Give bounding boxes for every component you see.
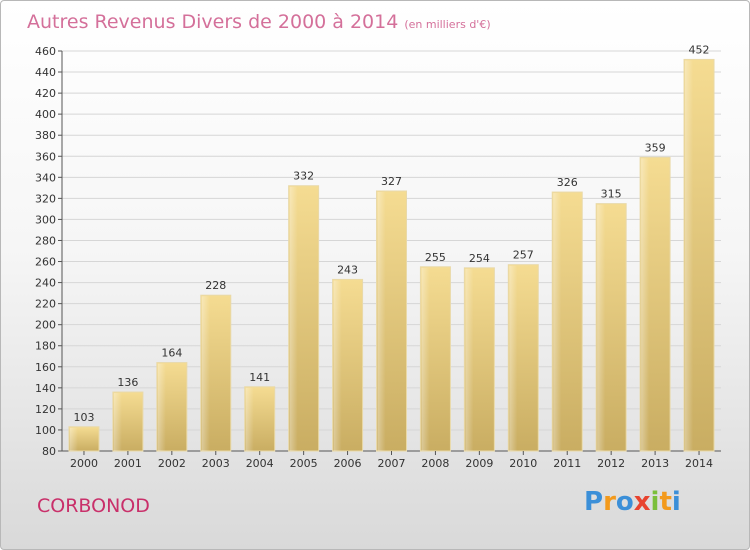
y-tick-label: 240 <box>35 277 56 290</box>
value-label-2007: 327 <box>381 175 402 188</box>
y-tick-label: 120 <box>35 403 56 416</box>
chart-title: Autres Revenus Divers de 2000 à 2014 (en … <box>27 11 491 33</box>
value-label-2010: 257 <box>513 249 534 262</box>
value-label-2012: 315 <box>601 188 622 201</box>
bar-highlight-2010 <box>509 265 518 451</box>
bar-highlight-2012 <box>597 204 606 451</box>
bar-highlight-2008 <box>421 267 430 451</box>
bar-highlight-2007 <box>377 192 386 451</box>
y-tick-label: 260 <box>35 256 56 269</box>
value-label-2011: 326 <box>557 176 578 189</box>
y-tick-label: 160 <box>35 361 56 374</box>
bar-highlight-2009 <box>465 268 474 451</box>
bar-highlight-2004 <box>245 387 254 451</box>
value-label-2006: 243 <box>337 263 358 276</box>
city-name: CORBONOD <box>37 495 150 517</box>
logo-letter: x <box>633 487 651 517</box>
y-tick-label: 280 <box>35 234 56 247</box>
value-label-2001: 136 <box>117 376 138 389</box>
y-tick-label: 140 <box>35 382 56 395</box>
y-tick-label: 220 <box>35 298 56 311</box>
bar-highlight-2011 <box>553 193 562 452</box>
logo-letter: r <box>603 487 616 517</box>
value-label-2003: 228 <box>205 279 226 292</box>
x-tick-label-2004: 2004 <box>246 457 274 470</box>
x-tick-label-2010: 2010 <box>509 457 537 470</box>
value-label-2008: 255 <box>425 251 446 264</box>
bar-highlight-2003 <box>201 296 210 451</box>
y-tick-label: 100 <box>35 424 56 437</box>
bar-highlight-2013 <box>641 158 650 451</box>
x-tick-label-2002: 2002 <box>158 457 186 470</box>
x-tick-label-2000: 2000 <box>70 457 98 470</box>
bar-highlight-2006 <box>333 280 342 451</box>
y-tick-label: 380 <box>35 129 56 142</box>
bar-highlight-2001 <box>113 393 122 451</box>
logo-letter: t <box>659 487 672 517</box>
chart-title-unit: (en milliers d'€) <box>404 18 491 31</box>
x-tick-label-2007: 2007 <box>378 457 406 470</box>
x-tick-label-2008: 2008 <box>421 457 449 470</box>
value-label-2000: 103 <box>73 411 94 424</box>
bar-highlight-2014 <box>685 60 694 451</box>
y-tick-label: 340 <box>35 171 56 184</box>
value-label-2013: 359 <box>645 141 666 154</box>
y-tick-label: 200 <box>35 319 56 332</box>
x-tick-label-2014: 2014 <box>685 457 713 470</box>
value-label-2014: 452 <box>689 43 710 56</box>
value-label-2009: 254 <box>469 252 490 265</box>
logo-letter: o <box>615 487 634 517</box>
x-tick-label-2009: 2009 <box>465 457 493 470</box>
y-tick-label: 300 <box>35 213 56 226</box>
bar-highlight-2005 <box>289 186 298 451</box>
value-label-2004: 141 <box>249 371 270 384</box>
logo-letter: P <box>584 487 604 517</box>
logo-letter: i <box>650 487 660 517</box>
x-tick-label-2005: 2005 <box>290 457 318 470</box>
x-tick-label-2003: 2003 <box>202 457 230 470</box>
y-tick-label: 400 <box>35 108 56 121</box>
value-label-2005: 332 <box>293 170 314 183</box>
y-tick-label: 460 <box>35 45 56 58</box>
y-tick-label: 180 <box>35 340 56 353</box>
y-tick-label: 320 <box>35 192 56 205</box>
x-tick-label-2001: 2001 <box>114 457 142 470</box>
x-tick-label-2011: 2011 <box>553 457 581 470</box>
proxiti-logo: Proxiti <box>584 487 681 517</box>
bar-highlight-2002 <box>157 363 166 451</box>
x-tick-label-2006: 2006 <box>334 457 362 470</box>
x-tick-label-2013: 2013 <box>641 457 669 470</box>
y-tick-label: 80 <box>42 445 56 458</box>
chart-title-main: Autres Revenus Divers de 2000 à 2014 <box>27 11 399 33</box>
y-tick-label: 420 <box>35 87 56 100</box>
y-tick-label: 440 <box>35 66 56 79</box>
bar-highlight-2000 <box>69 427 78 451</box>
y-tick-label: 360 <box>35 150 56 163</box>
value-label-2002: 164 <box>161 347 182 360</box>
logo-letter: i <box>671 487 681 517</box>
x-tick-label-2012: 2012 <box>597 457 625 470</box>
